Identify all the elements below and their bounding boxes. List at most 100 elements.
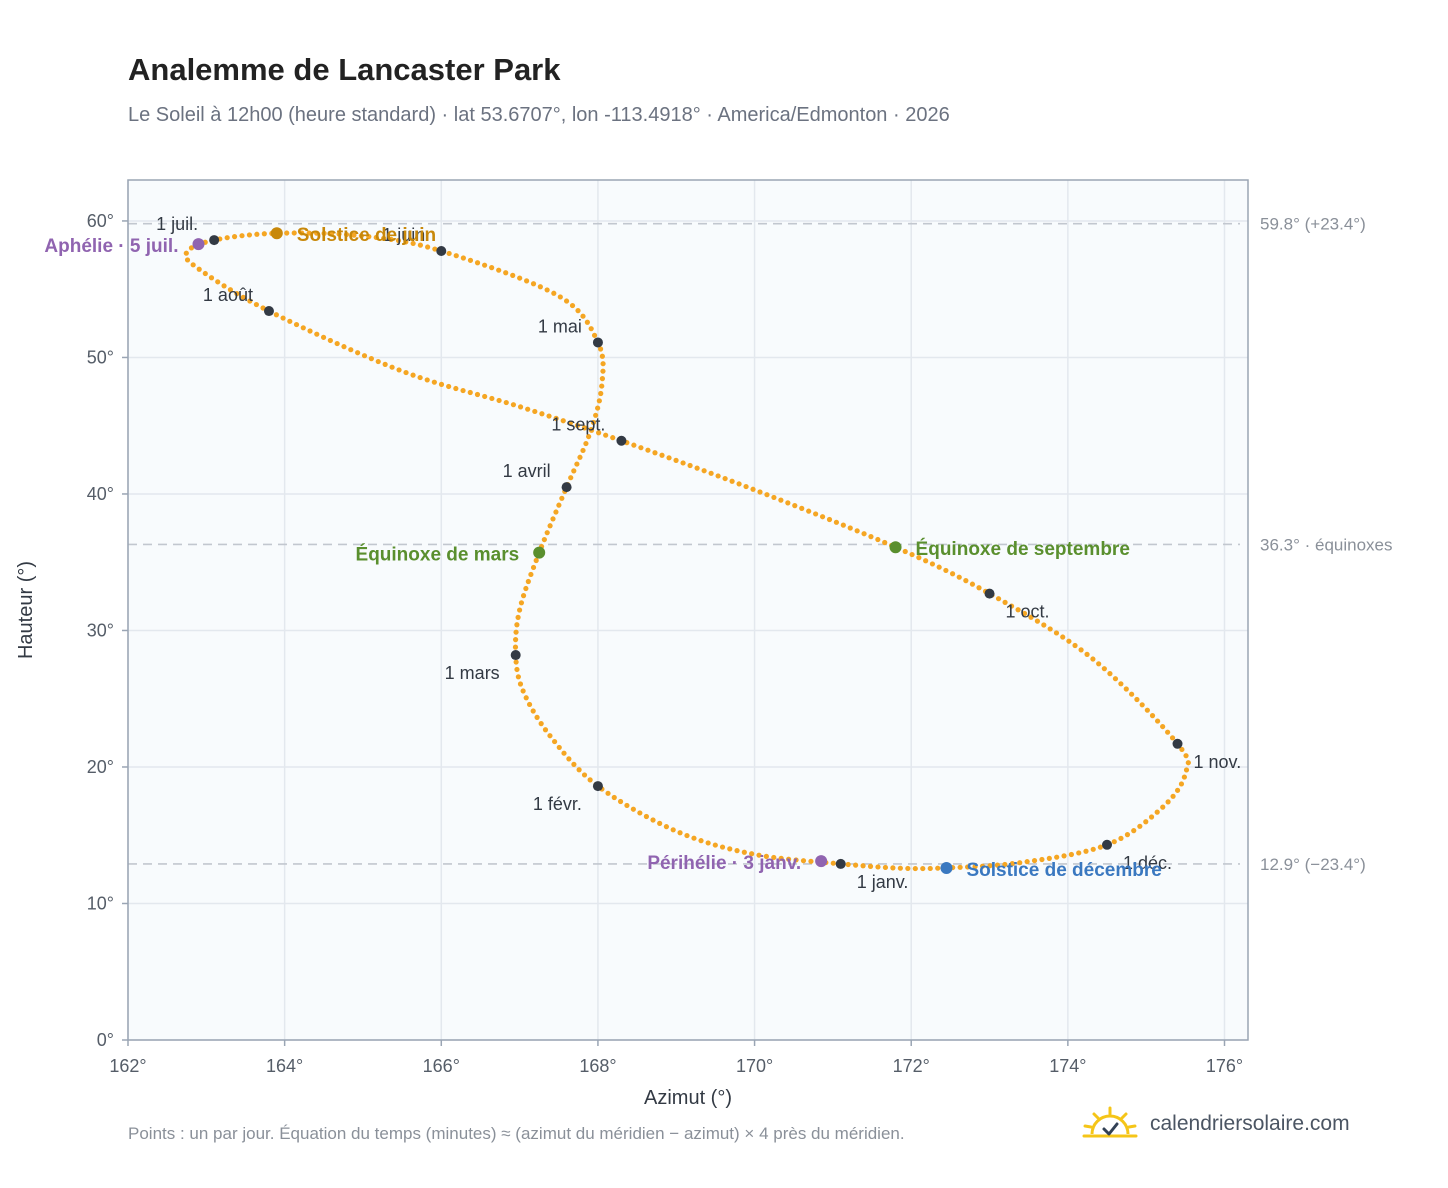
day-point — [588, 427, 595, 433]
month-marker-label: 1 mai — [538, 316, 582, 336]
day-point — [1183, 753, 1189, 759]
day-point — [611, 794, 617, 801]
day-point — [916, 555, 922, 561]
analemma-curve — [183, 230, 1191, 872]
brand[interactable]: calendriersolaire.com — [1082, 1100, 1350, 1148]
day-point — [1160, 804, 1166, 810]
day-point — [600, 361, 606, 367]
event-marker-dot — [815, 855, 828, 868]
day-point — [300, 325, 306, 331]
day-point — [314, 230, 320, 236]
day-point — [566, 756, 572, 762]
day-point — [1179, 746, 1185, 753]
day-point — [705, 840, 711, 846]
day-point — [513, 659, 519, 665]
x-tick-label: 166° — [423, 1056, 460, 1076]
y-tick-label: 20° — [87, 757, 114, 777]
day-point — [763, 853, 769, 859]
month-marker-label: 1 nov. — [1194, 752, 1242, 772]
day-point — [467, 257, 474, 263]
day-point — [542, 727, 549, 733]
day-point — [853, 862, 859, 868]
day-point — [563, 298, 570, 304]
sun-icon — [1082, 1106, 1138, 1138]
day-point — [840, 522, 846, 528]
day-point — [1137, 823, 1143, 829]
day-point — [890, 865, 896, 871]
day-point — [1155, 718, 1161, 724]
day-point — [875, 536, 881, 543]
day-point — [677, 830, 683, 836]
month-marker-label: 1 avril — [503, 461, 551, 481]
day-point — [927, 865, 933, 872]
day-point — [1111, 839, 1117, 845]
day-point — [652, 450, 658, 456]
month-marker-dot — [263, 306, 274, 317]
day-point — [489, 395, 495, 402]
x-tick-label: 176° — [1206, 1056, 1243, 1076]
day-point — [343, 231, 350, 238]
day-point — [1041, 622, 1047, 628]
event-marker-dot — [270, 227, 283, 240]
day-point — [247, 298, 253, 304]
day-point — [518, 600, 525, 606]
day-point — [517, 275, 523, 281]
day-point — [574, 461, 580, 467]
y-tick-label: 40° — [87, 484, 114, 504]
day-point — [657, 820, 663, 826]
month-marker-dot — [984, 588, 995, 599]
chart-subtitle: Le Soleil à 12h00 (heure standard) · lat… — [128, 104, 950, 126]
day-point — [694, 465, 700, 471]
x-tick-label: 170° — [736, 1056, 773, 1076]
day-point — [240, 294, 246, 300]
month-markers: 1 janv. 1 févr. 1 mars 1 avril 1 mai 1 juin 1 … — [156, 214, 1241, 892]
month-marker-label: 1 mars — [445, 663, 500, 683]
day-point — [995, 596, 1002, 602]
day-point — [358, 233, 365, 239]
day-point — [1144, 707, 1150, 713]
day-point — [1139, 702, 1145, 708]
day-point — [1066, 638, 1072, 644]
day-point — [680, 460, 686, 466]
day-point — [514, 622, 520, 628]
reference-line-label: 36.3° · équinoxes — [1260, 535, 1393, 554]
day-point — [551, 290, 557, 296]
day-point — [757, 489, 763, 495]
day-point — [575, 308, 581, 314]
day-point — [666, 455, 672, 461]
day-point — [395, 237, 402, 244]
day-point — [1123, 686, 1129, 692]
day-point — [334, 340, 340, 347]
day-point — [638, 445, 644, 451]
day-point — [432, 246, 438, 252]
day-point — [734, 848, 740, 854]
day-point — [520, 593, 527, 599]
day-point — [453, 385, 459, 392]
day-point — [446, 250, 452, 257]
day-point — [813, 511, 819, 517]
day-point — [741, 849, 747, 855]
day-point — [1068, 851, 1074, 858]
reference-line-label: 59.8° (+23.4°) — [1260, 215, 1366, 234]
day-point — [523, 585, 529, 592]
day-point — [1072, 642, 1078, 649]
day-point — [597, 346, 604, 352]
day-point — [743, 483, 749, 490]
day-point — [576, 767, 582, 773]
day-point — [460, 387, 466, 394]
day-point — [512, 644, 519, 650]
day-point — [1107, 671, 1113, 677]
event-markers: Solstice de juin Aphélie · 5 juil. Équinox… — [44, 225, 1161, 881]
day-point — [764, 492, 770, 498]
day-point — [987, 863, 993, 869]
day-point — [800, 858, 807, 864]
day-point — [860, 863, 866, 869]
day-point — [1129, 691, 1135, 697]
chart-title: Analemme de Lancaster Park — [128, 52, 561, 87]
day-point — [719, 844, 726, 850]
day-point — [1053, 630, 1060, 636]
day-point — [1090, 656, 1096, 662]
day-point — [496, 397, 502, 404]
month-marker-label: 1 janv. — [857, 872, 909, 892]
y-tick-label: 30° — [87, 620, 114, 640]
